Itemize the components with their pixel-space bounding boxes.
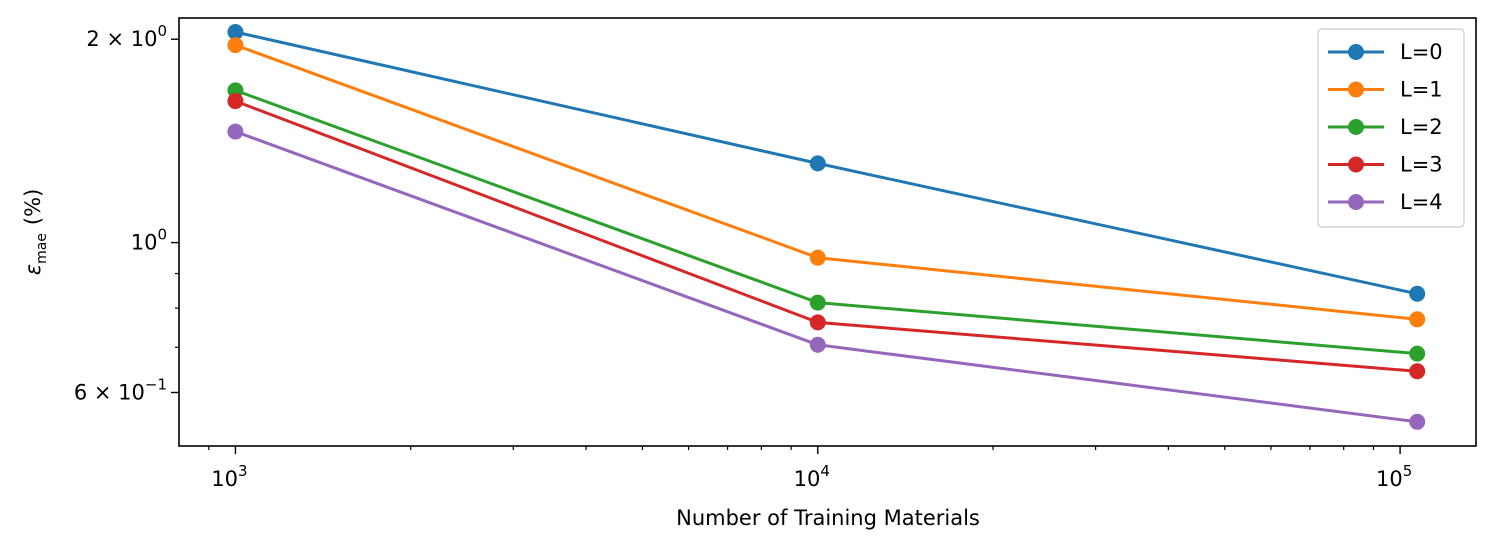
data-point (809, 314, 826, 331)
legend-label: L=4 (1400, 190, 1443, 214)
x-tick-label-base: 10 (794, 467, 821, 491)
data-point (1409, 285, 1426, 302)
data-point (809, 155, 826, 172)
legend-item: L=4 (1328, 190, 1443, 214)
data-point (1409, 413, 1426, 430)
legend-item: L=0 (1328, 40, 1443, 64)
data-point (809, 249, 826, 266)
legend-label: L=1 (1400, 78, 1443, 102)
legend-label: L=0 (1400, 40, 1443, 64)
x-axis-ticks: 103 104 105 (208, 446, 1412, 491)
y-tick-label-mantissa: 2 × 10 (86, 27, 157, 51)
y-axis-label: εmae (%) (21, 189, 50, 276)
plot-area (178, 17, 1477, 447)
y-axis-label-symbol: ε (21, 264, 45, 275)
legend: L=0 L=1 L=2 L=3 L=4 (1317, 28, 1465, 228)
series-L=4 (227, 123, 1426, 430)
series-line (234, 99, 1418, 373)
legend-swatch-marker (1348, 81, 1364, 98)
legend-label: L=2 (1400, 115, 1443, 139)
x-tick-label: 103 (211, 462, 247, 491)
x-tick-label-base: 10 (1376, 467, 1403, 491)
legend-frame (1317, 28, 1465, 228)
y-tick-label-exponent: −1 (145, 376, 167, 394)
axes-frame (178, 17, 1477, 447)
legend-item: L=3 (1328, 153, 1443, 177)
series-line (234, 88, 1418, 356)
series-line (235, 30, 1418, 296)
legend-swatch-marker (1348, 156, 1364, 173)
series-L=2 (227, 82, 1426, 362)
x-tick-label-exponent: 4 (820, 462, 830, 480)
x-tick-label-exponent: 5 (1403, 462, 1413, 480)
y-tick-label-mantissa: 10 (131, 231, 158, 255)
y-tick-label-exponent: 0 (157, 226, 167, 244)
x-tick-label: 104 (794, 462, 830, 491)
series-layer (227, 23, 1426, 430)
y-tick-label: 2 × 100 (86, 22, 167, 51)
legend-item: L=1 (1328, 78, 1443, 102)
data-point (227, 93, 244, 110)
series-line (234, 43, 1418, 321)
data-point (1409, 345, 1426, 362)
legend-swatch-marker (1348, 119, 1364, 135)
legend-item: L=2 (1328, 115, 1443, 139)
data-point (1409, 363, 1426, 380)
y-tick-label-mantissa: 6 × 10 (74, 381, 145, 405)
x-tick-label-exponent: 3 (238, 462, 248, 480)
y-tick-label-exponent: 0 (157, 22, 167, 40)
y-axis-label-subscript: mae (34, 233, 50, 264)
data-point (227, 37, 244, 54)
data-point (227, 23, 244, 40)
y-tick-label: 6 × 10−1 (74, 376, 167, 405)
series-L=0 (227, 23, 1426, 302)
data-point (227, 123, 244, 140)
legend-swatch-marker (1348, 44, 1364, 60)
x-axis-label: Number of Training Materials (676, 506, 980, 530)
data-point (809, 294, 826, 311)
data-point (809, 336, 826, 353)
data-point (1409, 311, 1426, 328)
x-tick-label-base: 10 (211, 467, 238, 491)
series-L=1 (227, 37, 1426, 328)
legend-label: L=3 (1400, 153, 1443, 177)
y-tick-label: 100 (131, 226, 167, 255)
x-tick-label: 105 (1376, 462, 1412, 491)
series-L=3 (227, 93, 1426, 380)
y-axis-label-unit: (%) (21, 189, 45, 225)
legend-swatch-marker (1348, 194, 1364, 210)
series-line (234, 130, 1418, 424)
